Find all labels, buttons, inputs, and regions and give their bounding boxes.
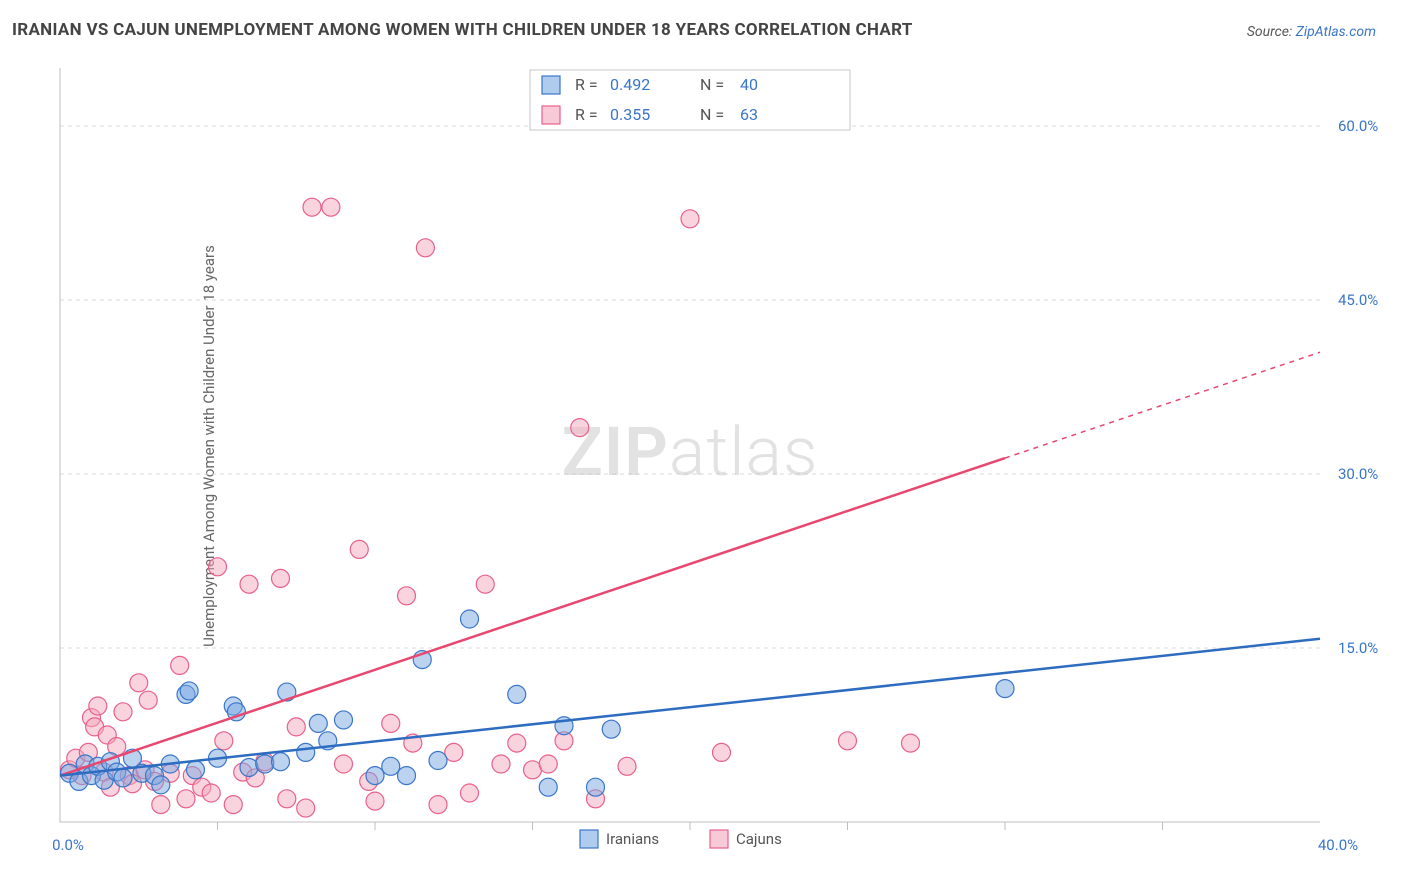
legend-n-label: N = [700, 75, 724, 94]
data-point-cajuns [177, 790, 195, 808]
data-point-cajuns [224, 796, 242, 814]
scatter-plot: 15.0% 30.0% 45.0% 60.0% 0.0% 40.0% ZIPatlas R =… [0, 0, 1406, 892]
data-point-iranians [256, 755, 274, 773]
legend-n-value: 40 [740, 75, 758, 94]
data-point-cajuns [350, 540, 368, 558]
data-point-iranians [335, 711, 353, 729]
data-point-cajuns [139, 691, 157, 709]
data-point-cajuns [902, 734, 920, 752]
legend-series-label: Iranians [606, 830, 659, 848]
data-point-cajuns [681, 210, 699, 228]
data-point-iranians [186, 761, 204, 779]
data-point-cajuns [202, 784, 220, 802]
data-point-iranians [539, 778, 557, 796]
data-point-cajuns [839, 732, 857, 750]
data-point-cajuns [278, 790, 296, 808]
legend-n-value: 63 [740, 105, 758, 124]
data-point-iranians [602, 720, 620, 738]
data-point-cajuns [130, 674, 148, 692]
data-point-cajuns [322, 198, 340, 216]
data-point-iranians [429, 752, 447, 770]
data-point-cajuns [366, 792, 384, 810]
data-point-cajuns [114, 703, 132, 721]
x-tick-label: 0.0% [52, 836, 84, 854]
data-point-cajuns [89, 697, 107, 715]
data-point-iranians [587, 778, 605, 796]
data-point-iranians [366, 767, 384, 785]
data-point-iranians [180, 682, 198, 700]
data-point-cajuns [209, 558, 227, 576]
watermark: ZIPatlas [562, 412, 819, 492]
data-point-cajuns [713, 743, 731, 761]
data-point-cajuns [297, 799, 315, 817]
data-point-cajuns [240, 575, 258, 593]
data-point-iranians [240, 758, 258, 776]
data-point-cajuns [152, 796, 170, 814]
data-point-cajuns [398, 587, 416, 605]
data-point-iranians [398, 767, 416, 785]
y-tick-label: 15.0% [1338, 639, 1378, 657]
data-point-cajuns [492, 755, 510, 773]
legend-n-label: N = [700, 105, 724, 124]
data-point-cajuns [571, 419, 589, 437]
data-point-cajuns [445, 743, 463, 761]
legend-swatch [580, 830, 598, 848]
data-point-cajuns [508, 734, 526, 752]
legend-r-value: 0.355 [610, 105, 650, 124]
data-point-iranians [382, 757, 400, 775]
legend-series-label: Cajuns [736, 830, 782, 848]
data-point-cajuns [461, 784, 479, 802]
legend-r-value: 0.492 [610, 75, 650, 94]
y-tick-label: 60.0% [1338, 117, 1378, 135]
y-tick-label: 30.0% [1338, 465, 1378, 483]
data-point-cajuns [272, 569, 290, 587]
data-point-cajuns [618, 757, 636, 775]
data-point-cajuns [335, 755, 353, 773]
data-point-iranians [152, 776, 170, 794]
data-point-cajuns [215, 732, 233, 750]
x-tick-label: 40.0% [1318, 836, 1358, 854]
trendline-cajuns [60, 458, 1005, 776]
data-point-cajuns [476, 575, 494, 593]
data-point-cajuns [303, 198, 321, 216]
trendline-iranians [60, 639, 1320, 776]
data-point-iranians [508, 685, 526, 703]
data-point-iranians [309, 714, 327, 732]
data-point-cajuns [539, 755, 557, 773]
data-point-cajuns [429, 796, 447, 814]
trendline-cajuns-extrapolated [1005, 352, 1320, 458]
legend-swatch [542, 106, 560, 124]
data-point-iranians [272, 753, 290, 771]
data-point-cajuns [416, 239, 434, 257]
data-point-iranians [297, 743, 315, 761]
data-point-cajuns [171, 656, 189, 674]
chart-container: IRANIAN VS CAJUN UNEMPLOYMENT AMONG WOME… [0, 0, 1406, 892]
data-point-cajuns [287, 718, 305, 736]
legend-r-label: R = [575, 75, 598, 94]
legend-r-label: R = [575, 105, 598, 124]
data-point-iranians [461, 610, 479, 628]
legend-swatch [542, 76, 560, 94]
y-tick-label: 45.0% [1338, 291, 1378, 309]
legend-swatch [710, 830, 728, 848]
data-point-iranians [996, 680, 1014, 698]
data-point-cajuns [382, 714, 400, 732]
data-point-iranians [114, 769, 132, 787]
